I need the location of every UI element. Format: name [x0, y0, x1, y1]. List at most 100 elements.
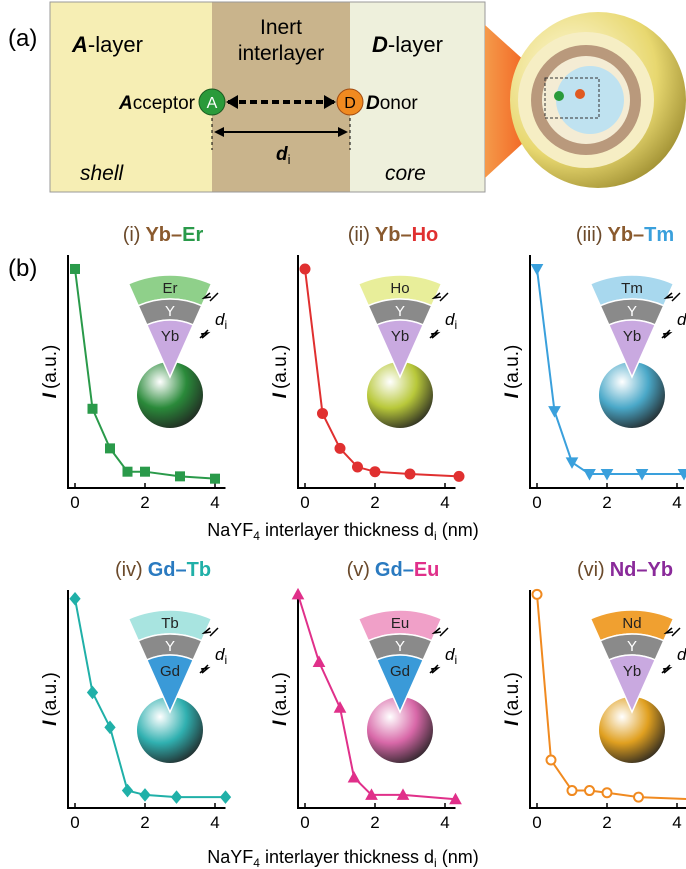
title-part: (iii) — [576, 224, 603, 246]
title-part: Eu — [414, 559, 440, 581]
title-part: (iv) — [115, 559, 143, 581]
y-label-part: (a.u.) — [502, 672, 523, 716]
chart: NdYYbdi(vi)Nd–YbI(a.u.)024 — [502, 559, 686, 832]
title-part: Tm — [644, 224, 674, 246]
marker — [547, 756, 556, 765]
marker — [172, 791, 182, 803]
x-axis-label: NaYF4 interlayer thickness di (nm) — [207, 847, 478, 869]
x-tick-label: 4 — [672, 493, 681, 512]
marker — [533, 590, 542, 599]
x-axis-label-part: (nm) — [437, 520, 479, 540]
y-label-part: I — [40, 392, 61, 398]
t: A — [71, 32, 88, 57]
x-axis-label-part: (nm) — [437, 847, 479, 867]
y-label-part: I — [502, 392, 523, 398]
y-axis-label: I (a.u.) — [40, 345, 61, 399]
inset-layer-label: Y — [627, 303, 637, 320]
title-part: (v) — [347, 559, 370, 581]
marker — [176, 472, 185, 481]
x-tick-label: 0 — [532, 813, 541, 832]
inset-d-label: di — [445, 645, 457, 667]
x-tick-label: 0 — [532, 493, 541, 512]
x-tick-label: 4 — [210, 813, 219, 832]
title-part: – — [175, 559, 186, 581]
marker — [568, 786, 577, 795]
x-tick-label: 4 — [440, 493, 449, 512]
title-part: Ho — [412, 224, 439, 246]
inset-layer-label: Yb — [623, 663, 641, 680]
dot — [575, 89, 585, 99]
panel-label: (b) — [8, 255, 37, 282]
marker — [567, 458, 578, 468]
marker — [353, 462, 363, 472]
title-part: (ii) — [348, 224, 370, 246]
y-label-part: (a.u.) — [502, 345, 523, 389]
inset-layer-label: Er — [163, 280, 178, 297]
inset-layer-label: Eu — [391, 615, 409, 632]
x-axis-label-part: interlayer thickness d — [260, 520, 434, 540]
x-tick-label: 2 — [602, 813, 611, 832]
figure: (a) A-layer Inert interlayer D-layer Acc… — [0, 0, 686, 869]
inset-d-part: i — [454, 653, 457, 667]
t: onor — [380, 93, 419, 114]
inset-layer-label: Gd — [390, 663, 410, 680]
acceptor-text: Acceptor — [118, 93, 196, 114]
dot — [554, 91, 564, 101]
title-part: (i) — [123, 224, 141, 246]
marker — [405, 469, 415, 479]
y-label-part: (a.u.) — [270, 345, 291, 389]
inset-d-part: i — [224, 318, 227, 332]
inset-layer-label: Gd — [160, 663, 180, 680]
chart-title: (iv)Gd–Tb — [115, 559, 211, 581]
x-tick-label: 4 — [440, 813, 449, 832]
x-tick-label: 2 — [140, 493, 149, 512]
circle-label: D — [344, 95, 356, 112]
t: i — [288, 152, 291, 167]
y-label-part: I — [270, 392, 291, 398]
marker — [140, 789, 150, 801]
marker — [106, 444, 115, 453]
inset-layer-label: Tm — [621, 280, 643, 297]
title-part: – — [400, 224, 411, 246]
circle-label: A — [207, 95, 218, 112]
marker — [71, 264, 80, 273]
title-part: – — [633, 224, 644, 246]
title-part: – — [636, 559, 647, 581]
inset-d-part: d — [677, 310, 686, 329]
title-part: Nd — [610, 559, 637, 581]
title-part: Er — [182, 224, 203, 246]
inset-layer-label: Y — [165, 638, 175, 655]
x-tick-label: 0 — [70, 813, 79, 832]
title-part: Gd — [375, 559, 403, 581]
chart: TbYGddi(iv)Gd–TbI(a.u.)024 — [40, 559, 231, 832]
y-axis-label: I (a.u.) — [502, 345, 523, 399]
title-part: Yb — [607, 224, 633, 246]
a-layer-text: A-layer — [71, 32, 143, 57]
x-axis-label-part: interlayer thickness d — [260, 847, 434, 867]
t: d — [276, 144, 288, 165]
marker — [123, 785, 133, 797]
marker — [123, 467, 132, 476]
t: A — [118, 93, 133, 114]
inset-d-part: i — [454, 318, 457, 332]
chart-title: (i)Yb–Er — [123, 224, 204, 246]
inset-layer-label: Tb — [161, 615, 179, 632]
t: -layer — [88, 32, 143, 57]
y-label-part: (a.u.) — [40, 345, 61, 389]
marker — [105, 721, 115, 733]
marker — [221, 791, 231, 803]
inset-layer-label: Y — [395, 303, 405, 320]
x-tick-label: 0 — [70, 493, 79, 512]
marker — [549, 407, 560, 417]
inset-layer-label: Yb — [161, 328, 179, 345]
title-part: – — [171, 224, 182, 246]
t: D — [366, 93, 380, 114]
chart-title: (vi)Nd–Yb — [577, 559, 673, 581]
y-axis-label: I(a.u.) — [270, 672, 291, 726]
marker — [603, 788, 612, 797]
y-axis-label: I(a.u.) — [502, 672, 523, 726]
title-part: Yb — [145, 224, 171, 246]
panel-a: (a) A-layer Inert interlayer D-layer Acc… — [8, 2, 686, 192]
x-axis-label-part: NaYF — [207, 847, 253, 867]
marker — [318, 408, 328, 418]
